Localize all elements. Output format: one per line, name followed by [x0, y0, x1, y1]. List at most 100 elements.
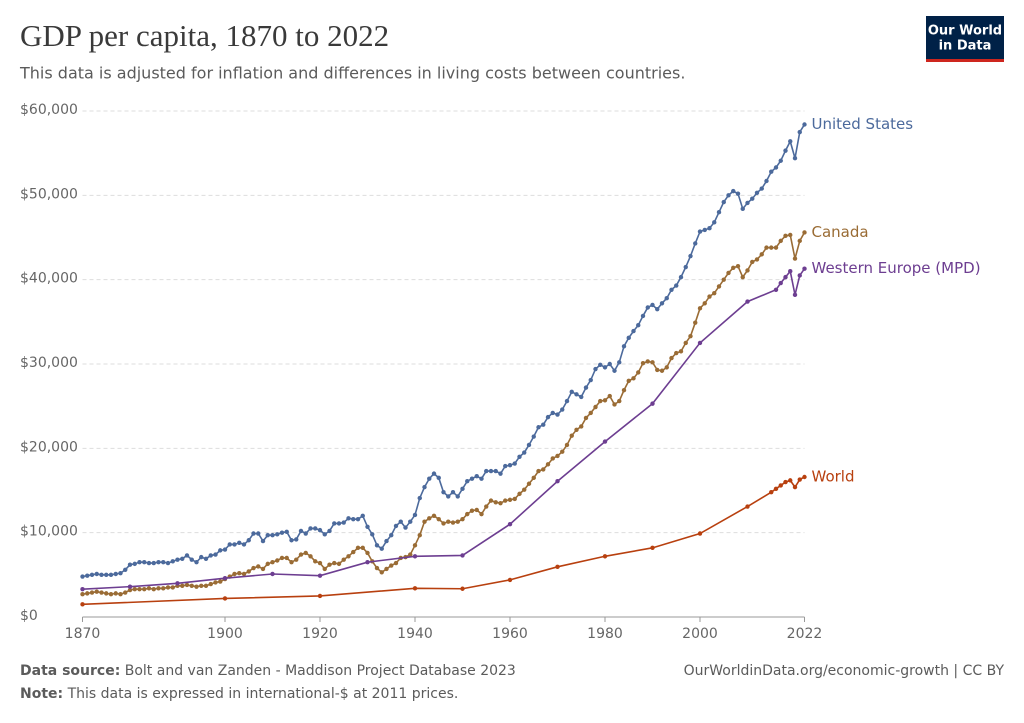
chart-subtitle: This data is adjusted for inflation and … — [19, 64, 685, 83]
y-tick-label: $50,000 — [20, 186, 78, 202]
data-point — [298, 528, 304, 534]
data-point — [89, 572, 95, 578]
data-point — [156, 559, 161, 565]
data-point — [351, 549, 356, 555]
data-point — [175, 581, 180, 586]
data-point — [683, 340, 688, 346]
data-point — [773, 287, 779, 292]
data-point — [636, 323, 641, 328]
data-point — [80, 602, 85, 607]
data-point — [792, 484, 798, 490]
data-point — [507, 522, 513, 527]
data-point — [317, 593, 323, 599]
data-point — [555, 412, 560, 417]
data-point — [431, 513, 437, 518]
data-point — [697, 340, 703, 346]
logo-stripe — [926, 59, 1004, 62]
data-point — [317, 560, 323, 566]
data-point — [764, 178, 769, 184]
data-point — [317, 573, 323, 578]
data-point — [417, 495, 422, 501]
data-point — [688, 333, 693, 339]
data-point — [317, 527, 323, 533]
data-point — [161, 586, 166, 591]
data-point — [260, 538, 266, 544]
data-point — [773, 486, 779, 492]
data-point — [108, 572, 114, 578]
logo-text: in Data — [939, 39, 992, 54]
data-point — [308, 554, 313, 559]
data-point — [726, 270, 731, 276]
data-point — [184, 553, 190, 558]
y-tick-label: $40,000 — [20, 271, 78, 287]
data-point — [617, 360, 622, 365]
data-point — [265, 532, 270, 538]
data-point — [650, 302, 655, 308]
data-point — [697, 229, 703, 234]
data-point — [80, 586, 85, 592]
data-point — [450, 520, 456, 525]
data-point — [113, 591, 118, 596]
data-point — [469, 508, 475, 513]
data-point — [303, 531, 308, 536]
data-point — [251, 531, 256, 536]
data-point — [237, 540, 242, 545]
data-point — [327, 528, 332, 534]
data-point — [379, 570, 384, 575]
data-point — [631, 376, 636, 381]
plot-area: $0 $10,000 $20,000 $30,000 $40,000 $50,000 $60… — [20, 102, 981, 642]
data-point — [384, 566, 389, 572]
data-point — [222, 596, 228, 601]
data-point — [750, 196, 755, 201]
chart-title: GDP per capita, 1870 to 2022 — [20, 18, 389, 53]
data-point — [564, 442, 570, 448]
data-point — [759, 186, 764, 191]
data-point — [621, 387, 627, 393]
data-point — [104, 591, 109, 596]
data-point — [607, 393, 612, 399]
data-point — [450, 489, 456, 495]
series-label: Canada — [812, 223, 869, 241]
data-point — [626, 378, 631, 384]
data-point — [650, 545, 655, 551]
data-point — [218, 548, 223, 553]
data-point — [355, 545, 361, 551]
data-point — [531, 475, 536, 481]
data-point — [294, 537, 299, 542]
data-point — [769, 489, 774, 495]
data-point — [279, 530, 285, 535]
data-point — [474, 473, 479, 479]
data-point — [427, 476, 432, 481]
series-label: United States — [812, 115, 914, 133]
data-point — [199, 583, 204, 588]
data-point — [640, 313, 646, 319]
data-point — [802, 266, 807, 271]
data-point — [246, 569, 251, 574]
data-point — [436, 475, 441, 481]
data-point — [412, 554, 418, 559]
data-point — [512, 496, 517, 502]
data-point — [536, 425, 541, 430]
data-point — [170, 559, 175, 564]
data-point — [593, 366, 598, 372]
data-point — [683, 264, 688, 270]
data-point — [693, 241, 698, 246]
data-point — [322, 566, 327, 572]
data-point — [560, 407, 565, 412]
data-point — [598, 398, 603, 404]
data-point — [360, 513, 365, 518]
data-point — [165, 560, 171, 566]
data-point — [531, 434, 536, 439]
data-point — [384, 538, 389, 544]
logo-box — [926, 16, 1004, 59]
note-text: This data is expressed in international-… — [67, 686, 459, 702]
data-point — [123, 590, 128, 595]
data-point — [222, 576, 228, 581]
data-point — [550, 456, 555, 461]
data-point — [783, 148, 788, 153]
data-point — [712, 220, 717, 225]
data-point — [222, 547, 228, 552]
data-point — [778, 483, 783, 488]
data-point — [175, 557, 180, 562]
data-point — [275, 532, 280, 537]
